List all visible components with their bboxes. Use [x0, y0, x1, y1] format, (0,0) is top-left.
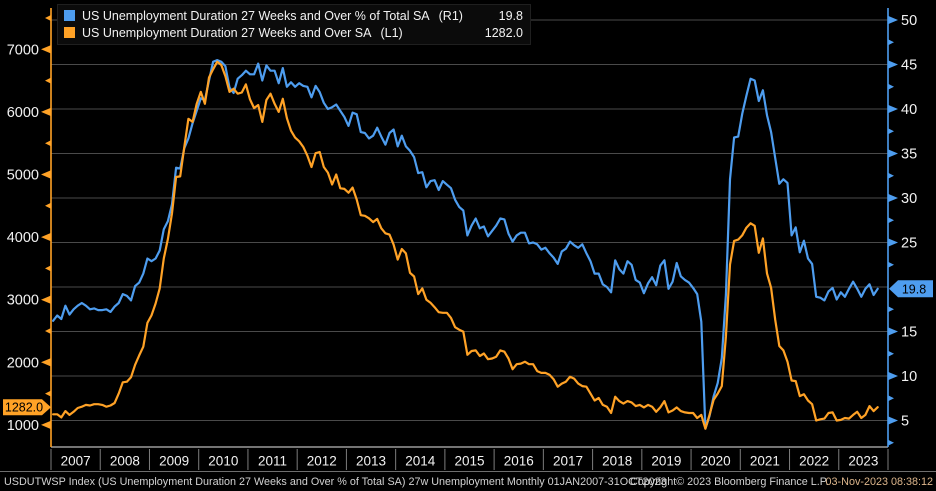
legend-series-name: US Unemployment Duration 27 Weeks and Ov… [82, 8, 430, 23]
right-axis-label: 5 [901, 414, 909, 430]
year-label: 2013 [356, 454, 386, 469]
right-axis-label: 25 [901, 236, 917, 252]
year-label: 2007 [61, 454, 91, 469]
right-axis-minor-tick [888, 217, 894, 224]
left-axis-tick [41, 295, 51, 304]
right-axis-tick [888, 60, 898, 69]
year-label: 2019 [651, 454, 681, 469]
left-axis-tick [41, 107, 51, 117]
year-label: 2023 [848, 454, 878, 469]
left-axis-tick [41, 420, 51, 430]
right-axis-label: 45 [901, 58, 917, 74]
left-axis-tick [41, 358, 51, 367]
year-label: 2012 [307, 454, 337, 469]
right-axis-tick [888, 149, 898, 158]
left-current-value-badge [3, 399, 51, 416]
series-line-level [51, 60, 879, 430]
right-axis-minor-tick [888, 306, 894, 313]
year-label: 2016 [504, 454, 534, 469]
right-current-value-badge [889, 280, 933, 298]
left-axis-tick [41, 170, 51, 179]
year-label: 2011 [258, 454, 287, 469]
left-axis-tick [41, 45, 51, 54]
left-axis-minor-tick [45, 328, 51, 334]
right-axis-label: 30 [901, 191, 917, 207]
year-label: 2022 [799, 454, 829, 469]
right-axis-tick [888, 371, 898, 381]
legend-item-percent-series[interactable]: US Unemployment Duration 27 Weeks and Ov… [64, 7, 523, 24]
left-axis-label: 1000 [7, 418, 39, 434]
legend-item-level-series[interactable]: US Unemployment Duration 27 Weeks and Ov… [64, 24, 523, 41]
year-label: 2010 [208, 454, 238, 469]
left-current-value-text: 1282.0 [5, 401, 43, 415]
right-axis-minor-tick [888, 83, 894, 90]
legend-last-value: 1282.0 [484, 25, 523, 40]
right-current-value-text: 19.8 [902, 282, 926, 296]
right-axis-tick [888, 193, 898, 203]
left-axis-minor-tick [45, 390, 51, 397]
right-axis-minor-tick [888, 39, 894, 46]
right-axis-minor-tick [888, 350, 894, 357]
right-axis-minor-tick [888, 128, 894, 135]
left-axis-minor-tick [45, 140, 51, 147]
right-axis-tick [888, 104, 898, 114]
left-axis-minor-tick [45, 265, 51, 272]
right-axis-tick [888, 416, 898, 425]
year-label: 2021 [750, 454, 780, 469]
left-axis-label: 4000 [7, 230, 39, 246]
left-axis-label: 3000 [7, 293, 39, 309]
left-axis-tick [41, 232, 51, 242]
right-axis-label: 50 [901, 13, 917, 29]
right-axis-label: 40 [901, 102, 917, 118]
left-axis-label: 5000 [7, 168, 39, 184]
left-axis-label: 7000 [7, 42, 39, 58]
year-label: 2018 [602, 454, 632, 469]
left-axis-minor-tick [45, 202, 51, 209]
legend-swatch-orange [64, 27, 75, 38]
legend-axis-tag: (R1) [438, 8, 463, 23]
year-label: 2020 [701, 454, 731, 469]
legend-axis-tag: (L1) [380, 25, 403, 40]
year-label: 2008 [110, 454, 140, 469]
footer: USDUTWSP Index (US Unemployment Duration… [0, 473, 936, 491]
chart-plot-area: 7000 6000 5000 4000 3000 2000 1000 50 45 40 35 30 25… [0, 8, 936, 472]
right-axis-label: 35 [901, 147, 917, 163]
left-axis-label: 6000 [7, 105, 39, 121]
right-axis-minor-tick [888, 172, 894, 179]
right-axis-label: 15 [901, 325, 917, 341]
legend-last-value: 19.8 [498, 8, 523, 23]
right-axis-tick [888, 327, 898, 336]
right-axis-label: 10 [901, 369, 917, 385]
left-axis-minor-tick [45, 15, 51, 21]
year-label: 2014 [405, 454, 436, 469]
chart-legend: US Unemployment Duration 27 Weeks and Ov… [57, 4, 531, 45]
year-label: 2009 [159, 454, 189, 469]
footer-copyright: Copyright© 2023 Bloomberg Finance L.P. [630, 476, 829, 488]
footer-timestamp: 03-Nov-2023 08:38:12 [825, 476, 933, 488]
legend-swatch-blue [64, 10, 75, 21]
footer-ticker-description: USDUTWSP Index (US Unemployment Duration… [4, 476, 667, 488]
series-line-percent-of-total [51, 58, 879, 430]
left-axis-label: 2000 [7, 355, 39, 371]
right-axis-minor-tick [888, 261, 894, 268]
legend-series-name: US Unemployment Duration 27 Weeks and Ov… [82, 25, 372, 40]
right-axis-tick [888, 15, 898, 25]
left-axis-minor-tick [45, 77, 51, 84]
right-axis-minor-tick [888, 439, 894, 446]
year-label: 2015 [454, 454, 484, 469]
year-label: 2017 [553, 454, 583, 469]
right-axis-tick [888, 238, 898, 247]
right-axis-minor-tick [888, 395, 894, 402]
